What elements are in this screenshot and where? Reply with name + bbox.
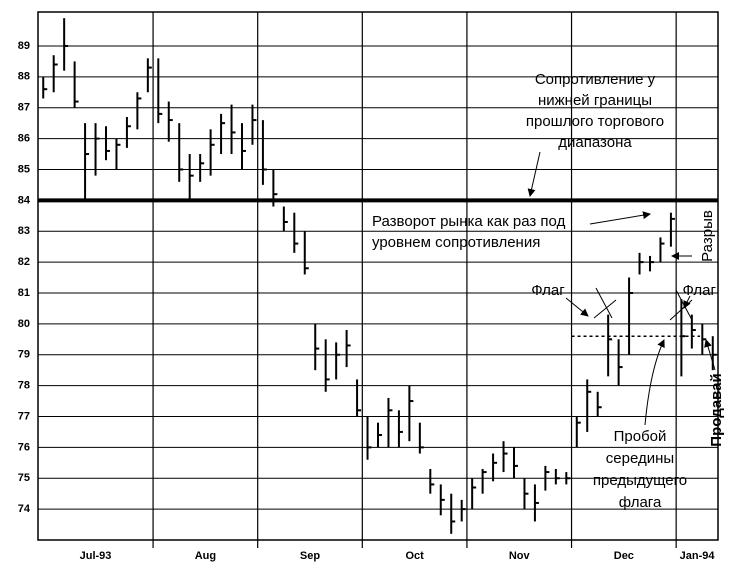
y-tick-label: 85 (18, 163, 30, 175)
arrow (644, 339, 665, 426)
y-tick-label: 78 (18, 380, 30, 392)
y-tick-label: 74 (18, 503, 31, 515)
annotation: Флаг (531, 282, 565, 299)
y-tick-label: 80 (18, 318, 30, 330)
y-tick-label: 83 (18, 225, 30, 237)
y-tick-label: 86 (18, 133, 30, 145)
y-tick-label: 87 (18, 102, 30, 114)
annotation: предыдущего (593, 472, 687, 489)
y-tick-label: 76 (18, 441, 30, 453)
flag-outline (593, 287, 693, 321)
x-tick-label: Jan-94 (680, 550, 716, 562)
y-tick-label: 88 (18, 71, 30, 83)
y-tick-label: 75 (18, 472, 30, 484)
annotation: нижней границы (538, 92, 652, 109)
annotation: Сопротивление у (535, 71, 656, 88)
annotation: Пробой (614, 428, 667, 445)
x-tick-label: Jul-93 (80, 550, 112, 562)
annotation: диапазона (558, 134, 632, 151)
annotation: прошлого торгового (526, 113, 664, 130)
plot-frame (37, 11, 719, 541)
y-tick-label: 89 (18, 40, 30, 52)
arrow (527, 151, 541, 197)
annotations (527, 151, 716, 426)
arrow (589, 211, 651, 225)
annotation: Флаг (683, 282, 717, 299)
annotation: Разворот рынка как раз под (372, 213, 566, 230)
x-tick-label: Nov (509, 550, 531, 562)
x-tick-label: Dec (614, 550, 634, 562)
y-tick-label: 84 (18, 194, 31, 206)
y-tick-label: 79 (18, 349, 30, 361)
y-tick-label: 77 (18, 410, 30, 422)
annotation: Продавай (708, 373, 725, 446)
annotation: Разрыв (699, 210, 716, 262)
annotation: уровнем сопротивления (372, 234, 540, 251)
annotation: флага (619, 494, 662, 511)
x-tick-label: Sep (300, 550, 320, 562)
arrow (565, 297, 589, 317)
x-tick-label: Aug (195, 550, 216, 562)
y-tick-label: 81 (18, 287, 30, 299)
x-tick-label: Oct (405, 550, 424, 562)
y-tick-label: 82 (18, 256, 30, 268)
annotation: середины (606, 450, 674, 467)
